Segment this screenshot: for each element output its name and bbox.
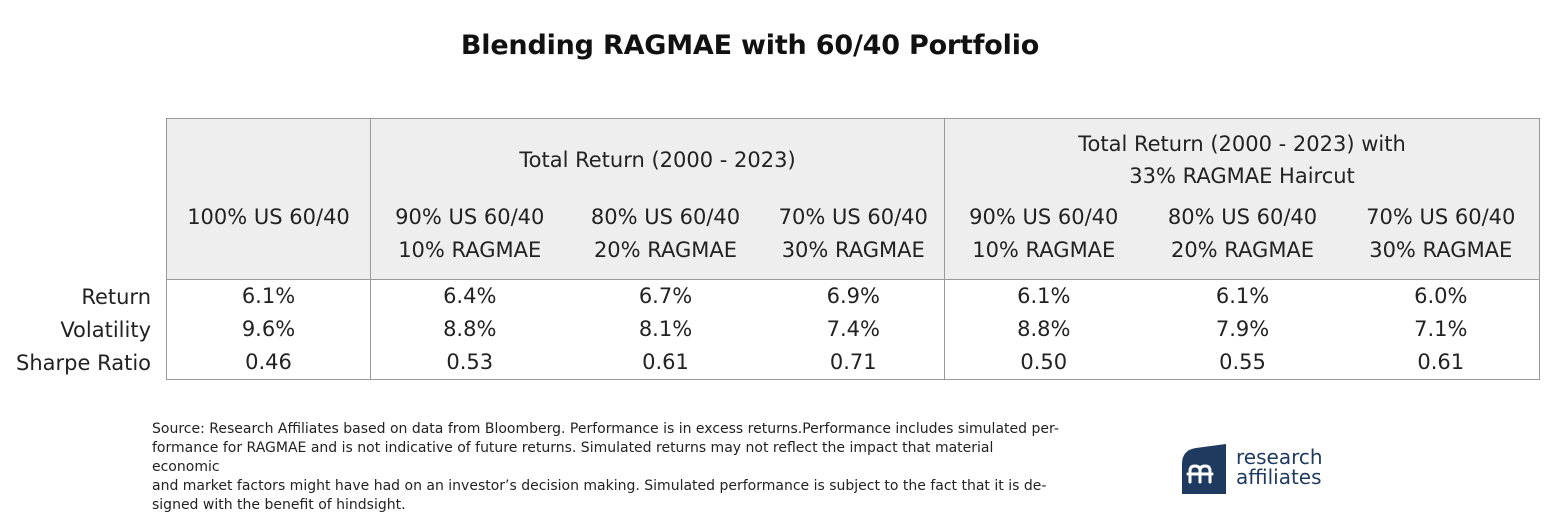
source-note-line: Source: Research Affiliates based on dat…: [152, 421, 1059, 437]
table-cell: 0.61: [568, 346, 763, 380]
column-header-line1: 70% US 60/40: [1366, 205, 1516, 229]
column-header-line2: 10% RAGMAE: [972, 238, 1116, 262]
source-note-line: formance for RAGMAE and is not indicativ…: [152, 440, 994, 475]
table-cell: 0.61: [1342, 346, 1541, 380]
column-header: 100% US 60/40: [166, 201, 371, 280]
logo-text: research affiliates: [1236, 447, 1323, 487]
table-cell: 6.0%: [1342, 279, 1541, 313]
group-header-total-return: Total Return (2000 - 2023): [369, 118, 945, 201]
table-cell: 9.6%: [166, 313, 371, 346]
column-header-line1: 90% US 60/40: [395, 205, 545, 229]
performance-table: Total Return (2000 - 2023) Total Return …: [166, 118, 1541, 380]
table-cell: 8.1%: [638, 317, 693, 341]
row-label-volatility: Volatility: [60, 318, 151, 342]
logo-text-line1: research: [1236, 445, 1323, 469]
table-cell: 7.9%: [1215, 317, 1270, 341]
logo-text-line2: affiliates: [1236, 465, 1322, 489]
table-cell: 8.8%: [370, 313, 569, 346]
column-header-line2: 20% RAGMAE: [593, 238, 738, 262]
column-header-line1: 100% US 60/40: [187, 205, 350, 229]
table-cell: 0.46: [166, 346, 371, 380]
table-cell: 6.7%: [568, 279, 763, 313]
row-label-return: Return: [81, 285, 151, 309]
page-title: Blending RAGMAE with 60/40 Portfolio: [460, 30, 1040, 61]
column-header: 70% US 60/40 30% RAGMAE: [1342, 201, 1541, 280]
table-cell: 7.4%: [826, 317, 880, 341]
column-header-line1: 90% US 60/40: [969, 205, 1119, 229]
table-cell: 6.9%: [762, 279, 945, 313]
table-cell: 0.71: [762, 346, 945, 380]
column-header-line1: 80% US 60/40: [590, 205, 741, 229]
table-cell: 0.55: [1142, 346, 1343, 380]
column-header-line2: 30% RAGMAE: [1369, 238, 1513, 262]
table-cell: 6.1%: [1142, 279, 1343, 313]
research-affiliates-logo-icon: [1182, 444, 1226, 494]
column-header: 70% US 60/40 30% RAGMAE: [762, 201, 945, 280]
column-header: 80% US 60/40 20% RAGMAE: [1142, 201, 1343, 280]
table-cell: 8.8%: [944, 313, 1143, 346]
column-header-line2: 20% RAGMAE: [1170, 238, 1315, 262]
column-header: 80% US 60/40 20% RAGMAE: [568, 201, 763, 280]
column-header-line1: 70% US 60/40: [778, 205, 928, 229]
column-header-line1: 80% US 60/40: [1167, 205, 1318, 229]
column-header-line2: 30% RAGMAE: [781, 238, 925, 262]
table-cell: 6.1%: [944, 279, 1143, 313]
source-note-line: and market factors might have had on an …: [152, 478, 1047, 494]
table-row-sharpe-ratio: 0.46 0.53 0.61 0.71 0.50 0.55 0.61: [166, 346, 1541, 380]
source-note-line: signed with the benefit of hindsight.: [152, 497, 406, 513]
table-cell: 7.1%: [1342, 313, 1541, 346]
table-row-volatility: 9.6% 8.8% 8.1% 7.4% 8.8% 7.9% 7.1%: [166, 313, 1541, 346]
source-note: Source: Research Affiliates based on dat…: [152, 420, 1062, 515]
group-header-haircut-line1: Total Return (2000 - 2023) with: [1078, 132, 1406, 156]
row-labels: Return Volatility Sharpe Ratio: [0, 281, 151, 380]
column-header: 90% US 60/40 10% RAGMAE: [370, 201, 569, 280]
table-row-return: 6.1% 6.4% 6.7% 6.9% 6.1% 6.1% 6.0%: [166, 279, 1541, 313]
column-header: 90% US 60/40 10% RAGMAE: [944, 201, 1143, 280]
table-cell: 6.1%: [166, 279, 371, 313]
header-blank-cell: [166, 118, 371, 201]
table-cell: 0.53: [370, 346, 569, 380]
table-cell: 0.50: [944, 346, 1143, 380]
column-header-line2: 10% RAGMAE: [398, 238, 542, 262]
table-cell: 6.4%: [370, 279, 569, 313]
group-header-haircut: Total Return (2000 - 2023) with 33% RAGM…: [944, 118, 1541, 201]
research-affiliates-logo: research affiliates: [1180, 444, 1350, 496]
group-header-total-return-label: Total Return (2000 - 2023): [519, 148, 796, 172]
row-label-sharpe-ratio: Sharpe Ratio: [16, 351, 151, 375]
group-header-haircut-line2: 33% RAGMAE Haircut: [1129, 164, 1355, 188]
